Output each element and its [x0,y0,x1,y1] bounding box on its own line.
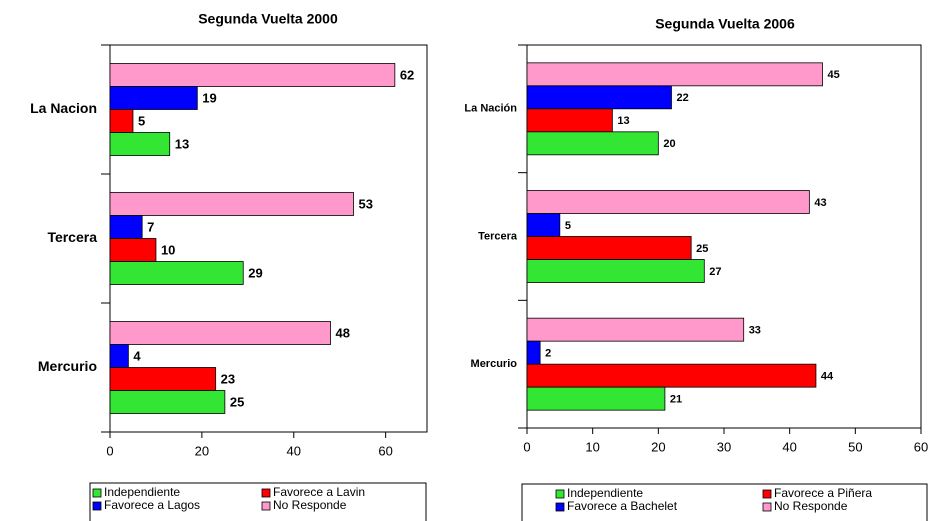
data-label: 45 [828,69,840,81]
data-label: 62 [400,67,414,82]
bar [109,215,143,239]
bar [526,259,705,283]
bar [109,192,354,216]
legend-swatch [555,489,565,499]
x-tick-label: 40 [782,439,796,454]
data-label: 25 [230,394,244,409]
bar [109,344,129,368]
x-tick-label: 20 [651,439,665,454]
data-label: 5 [565,220,571,232]
legend-label: Favorece a Bachelet [567,499,678,513]
data-label: 25 [696,243,708,255]
data-label: 2 [545,348,551,360]
category-label: Mercurio [471,358,518,370]
bar [109,390,226,414]
bar [109,238,157,262]
data-label: 43 [814,197,826,209]
data-label: 22 [676,92,688,104]
chart-title: Segunda Vuelta 2006 [655,16,795,32]
category-label: Tercera [478,230,518,242]
bar [526,85,672,110]
data-label: 23 [221,371,235,386]
bar [526,213,561,237]
bar [526,62,823,87]
legend-label: No Responde [774,499,848,513]
legend-label: Independiente [567,486,643,500]
bar [526,190,810,214]
data-label: 27 [709,266,721,278]
legend-label: Favorece a Piñera [774,486,872,500]
x-tick-label: 20 [195,443,209,458]
x-tick-label: 0 [523,439,530,454]
data-label: 29 [248,265,262,280]
legend-frame [89,482,427,521]
data-label: 19 [202,90,216,105]
x-tick-label: 10 [585,439,599,454]
data-label: 13 [617,115,629,127]
bar [109,86,198,110]
data-label: 21 [670,394,682,406]
bar [109,367,217,391]
bar [109,321,331,345]
category-label: La Nación [464,103,517,115]
legend-swatch [762,502,772,512]
bar [526,236,692,260]
bar [526,386,666,411]
data-label: 7 [147,219,154,234]
legend-frame [521,483,928,521]
x-tick-label: 30 [717,439,731,454]
data-label: 4 [133,348,141,363]
data-label: 10 [161,242,175,257]
bar [109,63,396,87]
legend-swatch [92,488,102,498]
legend-swatch [762,489,772,499]
legend-label: Favorece a Lagos [104,498,200,512]
legend-label: Independiente [104,485,180,499]
data-label: 48 [336,325,350,340]
bar [109,132,171,156]
data-label: 33 [749,325,761,337]
x-tick-label: 50 [848,439,862,454]
category-label: La Nacion [30,100,97,116]
legend-label: Favorece a Lavin [273,485,365,499]
bar [526,317,745,342]
bar [526,340,541,365]
data-label: 5 [138,113,145,128]
bar [109,261,244,285]
legend-swatch [555,502,565,512]
x-tick-label: 60 [914,439,928,454]
category-label: Tercera [47,229,97,245]
x-tick-label: 0 [106,443,113,458]
chart-title: Segunda Vuelta 2000 [198,11,338,27]
bar [526,131,659,156]
legend-label: No Responde [273,498,347,512]
legend-swatch [261,501,271,511]
x-tick-label: 40 [287,443,301,458]
data-label: 13 [175,136,189,151]
legend-swatch [92,501,102,511]
x-tick-label: 60 [378,443,392,458]
bar [109,109,134,133]
data-label: 20 [663,138,675,150]
bar [526,108,613,133]
bar [526,363,817,388]
data-label: 44 [821,371,834,383]
legend-swatch [261,488,271,498]
data-label: 53 [358,196,372,211]
category-label: Mercurio [38,358,97,374]
